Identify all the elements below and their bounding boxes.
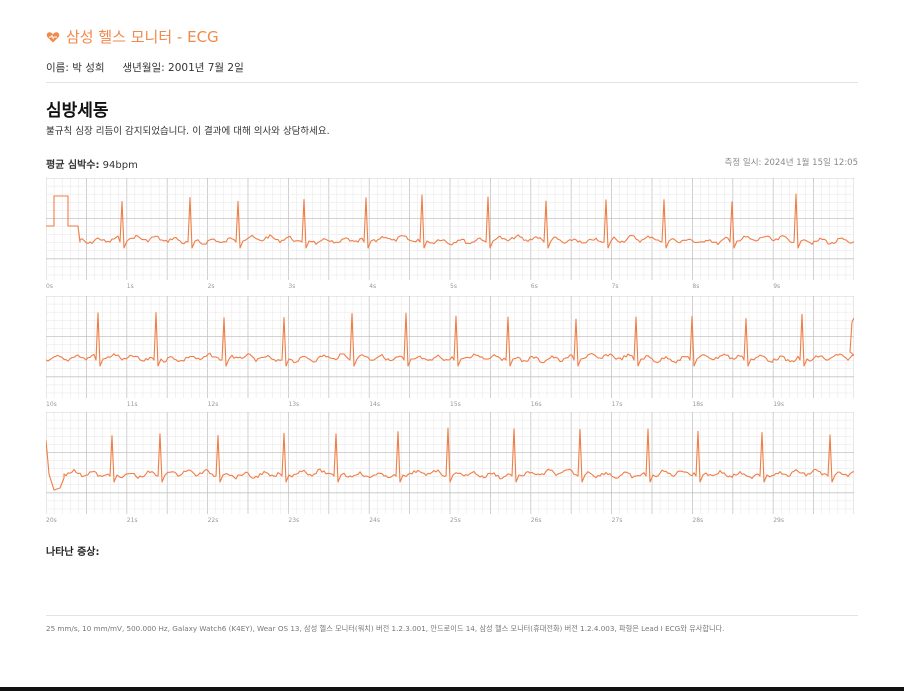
time-tick-label: 19s	[773, 401, 784, 408]
time-tick-label: 2s	[207, 283, 215, 290]
ecg-graph-2	[46, 296, 854, 398]
time-tick-label: 18s	[692, 401, 704, 408]
ecg-strip-3: 20s 21s 22s 23s 24s 25s 26s 27s 28s 29s	[46, 412, 854, 524]
time-tick-label: 1s	[126, 283, 134, 290]
time-tick-label: 26s	[530, 517, 542, 524]
ecg-graph-1	[46, 178, 854, 280]
divider	[46, 615, 858, 616]
ecg-strip-2: 10s 11s 12s 13s 14s 15s 16s 17s 18s 19s	[46, 296, 854, 408]
time-tick-label: 22s	[207, 517, 219, 524]
patient-name: 이름: 박 성희	[46, 62, 105, 74]
time-tick-label: 23s	[288, 517, 300, 524]
app-header: 삼성 헬스 모니터 - ECG	[46, 26, 219, 47]
time-tick-label: 6s	[530, 283, 538, 290]
app-title: 삼성 헬스 모니터 - ECG	[66, 28, 219, 46]
ecg-strip-1: 0s 1s 2s 3s 4s 5s 6s 7s 8s 9s	[46, 178, 854, 290]
time-tick-label: 0s	[46, 283, 53, 290]
time-tick-label: 13s	[288, 401, 300, 408]
time-tick-label: 28s	[692, 517, 704, 524]
time-tick-label: 11s	[126, 401, 138, 408]
time-tick-label: 17s	[611, 401, 623, 408]
diagnosis-description: 불규칙 심장 리듬이 감지되었습니다. 이 결과에 대해 의사와 상담하세요.	[46, 126, 330, 137]
time-tick-label: 25s	[450, 517, 461, 524]
heart-rate-value: 94bpm	[102, 160, 138, 171]
average-heart-rate: 평균 심박수: 94bpm	[46, 156, 138, 171]
time-tick-label: 9s	[773, 283, 781, 290]
window-edge	[0, 687, 904, 691]
patient-birthdate: 생년월일: 2001년 7월 2일	[122, 62, 244, 74]
time-tick-label: 24s	[369, 517, 380, 524]
time-tick-label: 12s	[207, 401, 219, 408]
heart-icon	[46, 31, 60, 42]
divider	[46, 82, 858, 83]
symptoms-label: 나타난 증상:	[46, 547, 100, 558]
time-tick-label: 15s	[450, 401, 461, 408]
time-tick-label: 10s	[46, 401, 57, 408]
time-tick-label: 27s	[611, 517, 623, 524]
diagnosis-title: 심방세동	[46, 101, 109, 121]
measurement-timestamp: 측정 일시: 2024년 1월 15일 12:05	[724, 158, 858, 168]
time-tick-label: 7s	[611, 283, 619, 290]
heart-rate-label: 평균 심박수:	[46, 160, 100, 171]
time-tick-label: 3s	[288, 283, 296, 290]
time-tick-label: 20s	[46, 517, 57, 524]
ecg-graph-3	[46, 412, 854, 514]
patient-info: 이름: 박 성희 생년월일: 2001년 7월 2일	[46, 60, 244, 75]
device-info-footer: 25 mm/s, 10 mm/mV, 500.000 Hz, Galaxy Wa…	[46, 624, 725, 633]
time-tick-label: 5s	[450, 283, 457, 290]
time-tick-label: 8s	[692, 283, 700, 290]
time-tick-label: 4s	[369, 283, 377, 290]
time-tick-label: 21s	[126, 517, 138, 524]
time-tick-label: 14s	[369, 401, 380, 408]
time-tick-label: 29s	[773, 517, 784, 524]
time-tick-label: 16s	[530, 401, 542, 408]
